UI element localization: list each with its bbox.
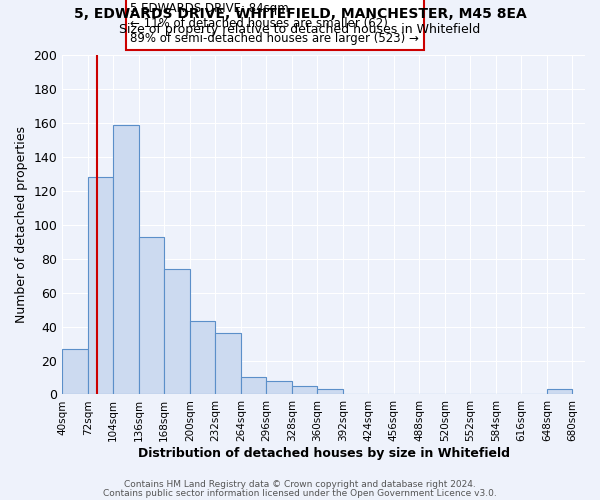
Bar — [317, 390, 343, 394]
Bar — [547, 390, 572, 394]
Y-axis label: Number of detached properties: Number of detached properties — [15, 126, 28, 323]
Bar — [164, 269, 190, 394]
Bar — [266, 381, 292, 394]
Bar — [113, 124, 139, 394]
Bar — [139, 236, 164, 394]
Text: Contains public sector information licensed under the Open Government Licence v3: Contains public sector information licen… — [103, 488, 497, 498]
Text: Contains HM Land Registry data © Crown copyright and database right 2024.: Contains HM Land Registry data © Crown c… — [124, 480, 476, 489]
X-axis label: Distribution of detached houses by size in Whitefield: Distribution of detached houses by size … — [137, 447, 509, 460]
Bar — [62, 348, 88, 395]
Bar — [292, 386, 317, 394]
Text: Size of property relative to detached houses in Whitefield: Size of property relative to detached ho… — [119, 22, 481, 36]
Text: 5, EDWARDS DRIVE, WHITEFIELD, MANCHESTER, M45 8EA: 5, EDWARDS DRIVE, WHITEFIELD, MANCHESTER… — [74, 8, 526, 22]
Bar — [241, 378, 266, 394]
Bar — [190, 322, 215, 394]
Text: 5 EDWARDS DRIVE: 84sqm
← 11% of detached houses are smaller (62)
89% of semi-det: 5 EDWARDS DRIVE: 84sqm ← 11% of detached… — [130, 2, 419, 45]
Bar — [215, 334, 241, 394]
Bar — [88, 177, 113, 394]
